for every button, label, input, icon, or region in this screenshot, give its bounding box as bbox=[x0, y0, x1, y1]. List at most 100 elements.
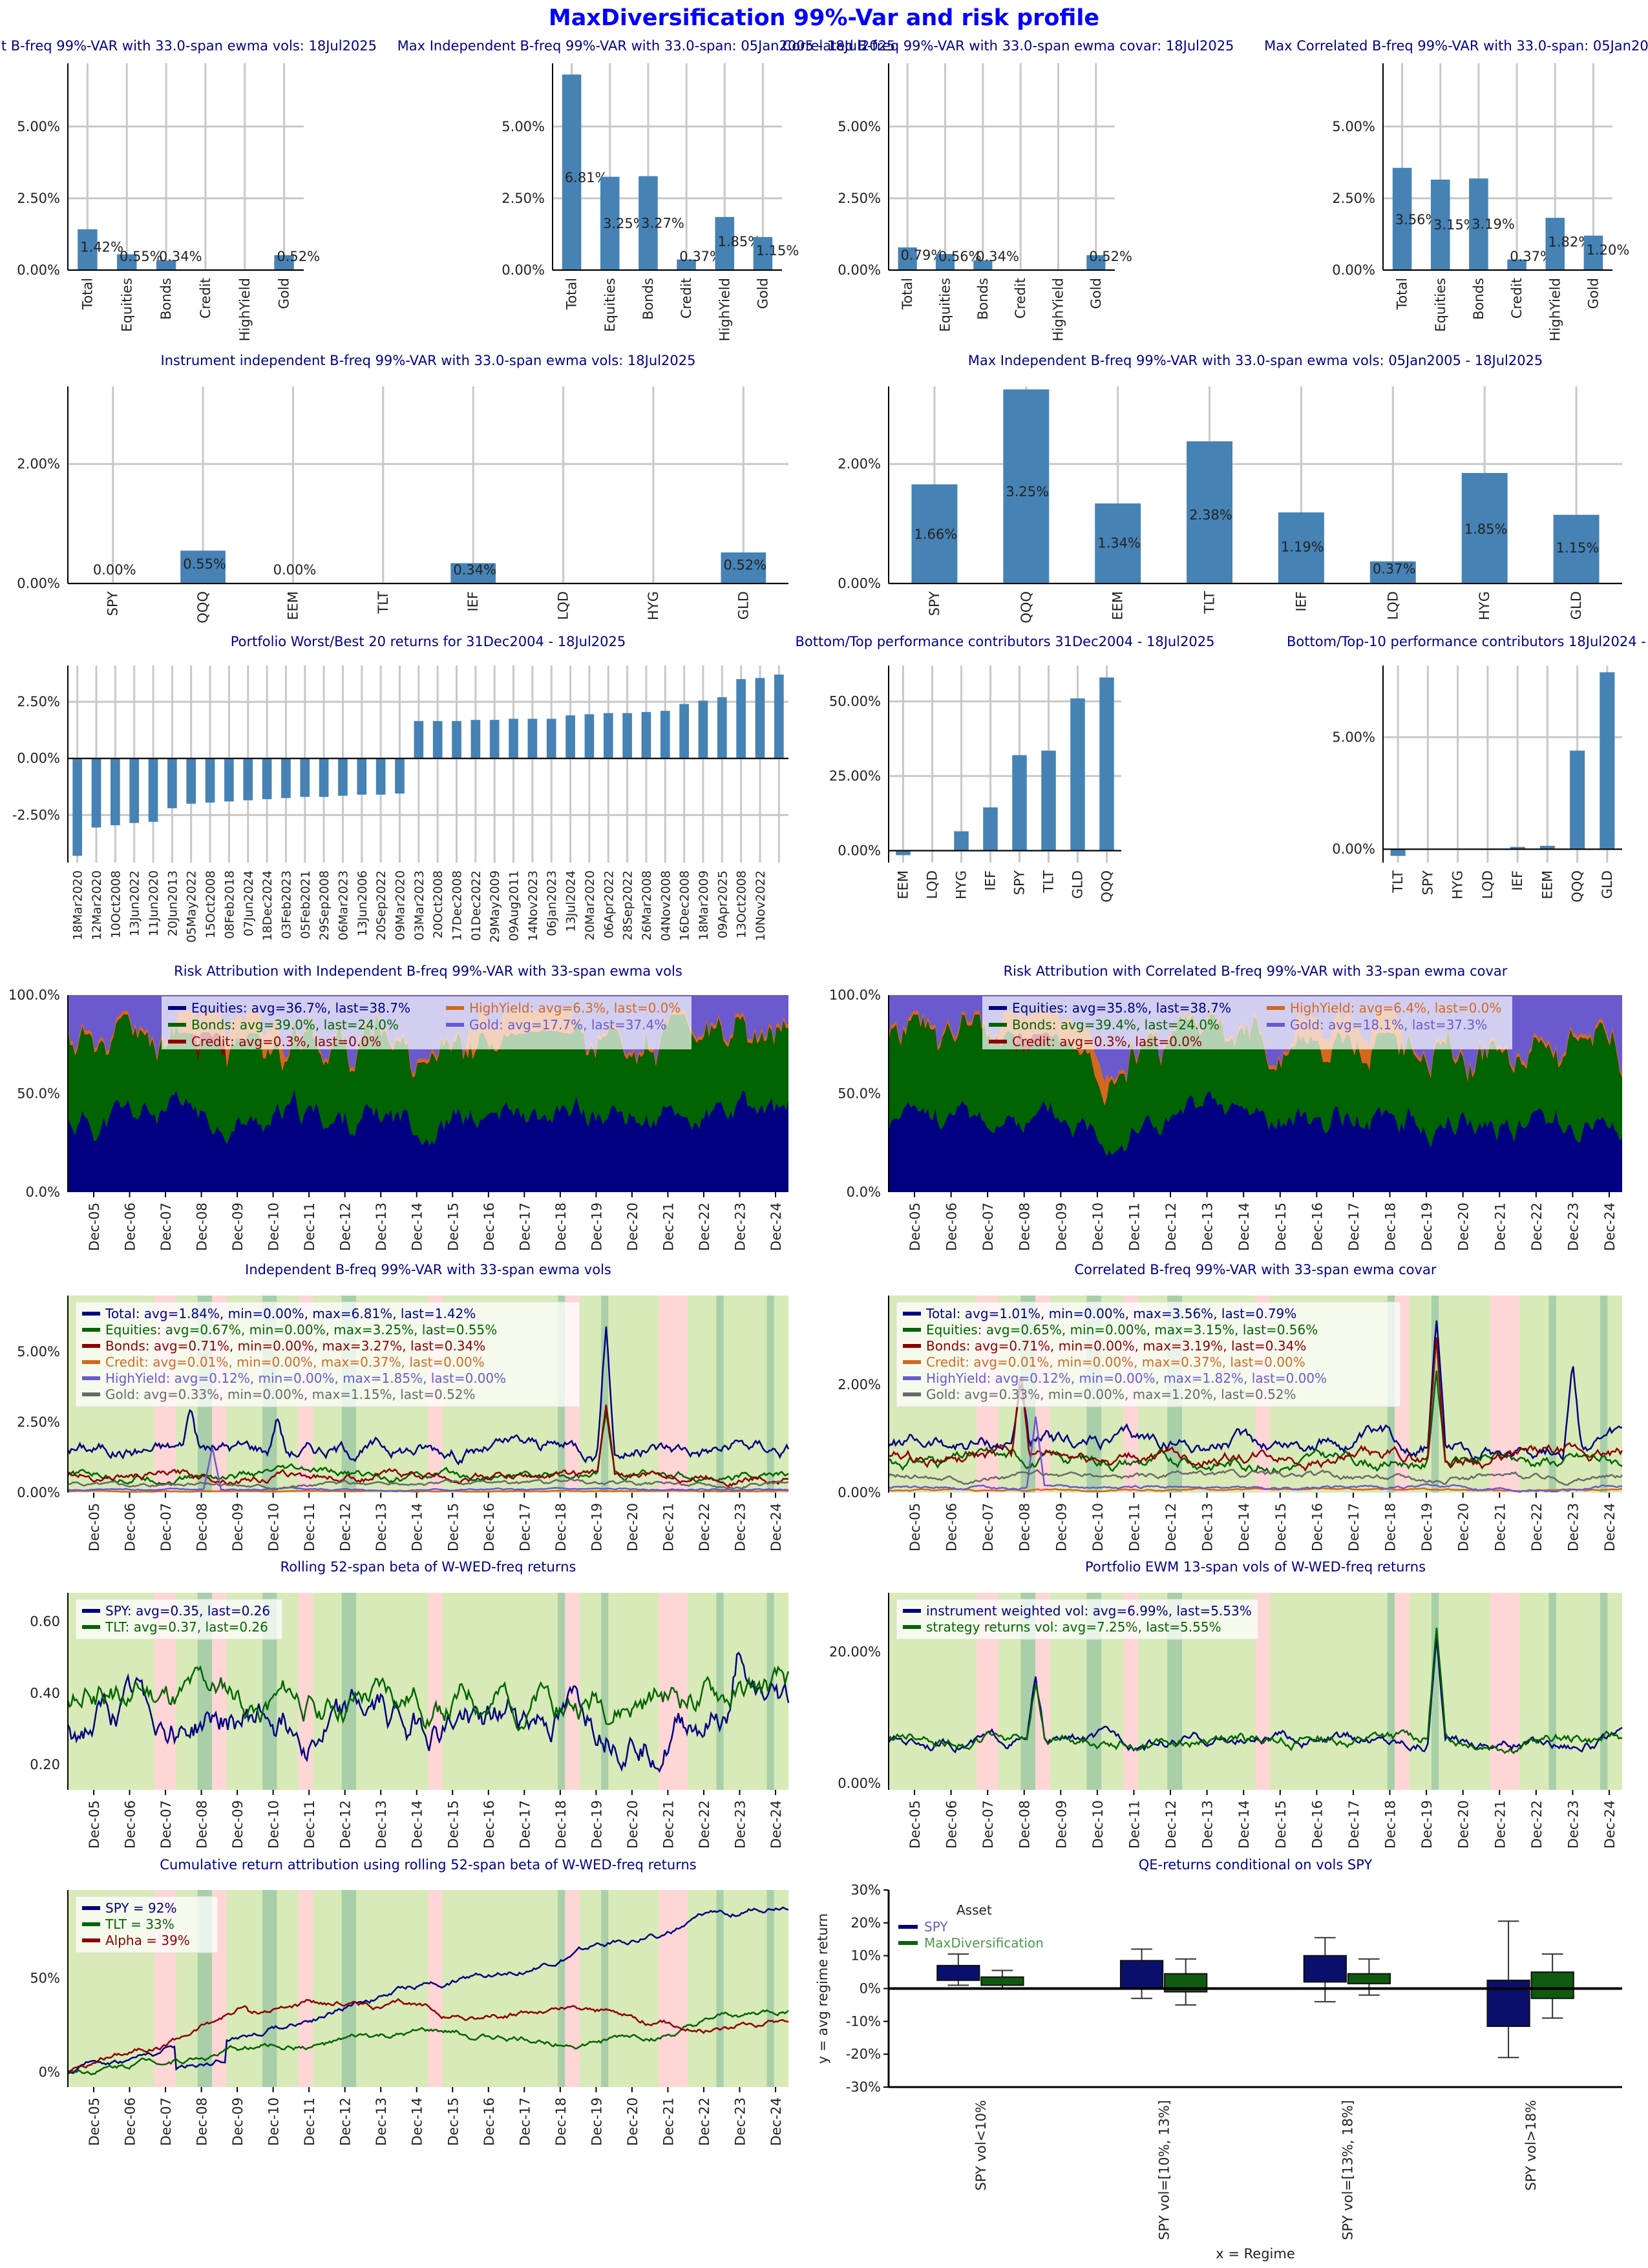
bar bbox=[1570, 750, 1585, 850]
y-tick-label: 0.00% bbox=[17, 751, 60, 766]
y-tick-label: -20% bbox=[846, 2046, 881, 2062]
x-tick-label: 18Dec2024 bbox=[260, 870, 275, 941]
y-tick-label: 2.50% bbox=[17, 191, 60, 206]
x-tick-label: Dec-24 bbox=[1602, 1503, 1618, 1551]
bar bbox=[527, 719, 538, 759]
series-line bbox=[887, 1637, 1623, 1754]
area-layer bbox=[68, 1089, 788, 1192]
x-tick-label: Dec-12 bbox=[1163, 1202, 1179, 1251]
regime-band bbox=[298, 1890, 313, 2087]
bar bbox=[357, 758, 367, 795]
x-tick-label: Dec-14 bbox=[1236, 1202, 1252, 1251]
bar bbox=[1369, 561, 1416, 583]
x-tick-label: Dec-06 bbox=[944, 1800, 960, 1849]
bar bbox=[129, 758, 140, 823]
chart-title: Bottom/Top-10 performance contributors 1… bbox=[1287, 634, 1648, 649]
y-tick-label: 0% bbox=[39, 2064, 60, 2080]
x-tick-label: Dec-20 bbox=[625, 2097, 640, 2146]
x-tick-label: 20Sep2022 bbox=[374, 870, 388, 940]
x-tick-label: Dec-22 bbox=[1529, 1503, 1545, 1551]
x-tick-label: Dec-15 bbox=[445, 1800, 461, 1849]
x-tick-label: Dec-20 bbox=[1456, 1202, 1472, 1251]
bar bbox=[954, 831, 969, 851]
bar bbox=[91, 758, 101, 828]
chart-title: Independent B-freq 99%-VAR with 33-span … bbox=[245, 1262, 611, 1277]
bar bbox=[1600, 672, 1615, 850]
regime-band bbox=[341, 1593, 356, 1790]
legend-entry: SPY = 92% bbox=[105, 1900, 176, 1916]
y-tick-label: 2.50% bbox=[17, 694, 60, 709]
legend-box bbox=[896, 1599, 1259, 1640]
bar bbox=[111, 758, 120, 826]
chart-title: Max Correlated B-freq 99%-VAR with 33.0-… bbox=[1264, 38, 1648, 54]
data-label: 1.42% bbox=[80, 240, 123, 255]
x-tick-label: Dec-20 bbox=[625, 1503, 640, 1551]
legend-entry: SPY: avg=0.35, last=0.26 bbox=[105, 1603, 270, 1619]
y-tick-label: 0.00% bbox=[1332, 841, 1375, 857]
bar bbox=[224, 758, 234, 802]
x-tick-label: IEF bbox=[983, 870, 998, 891]
x-tick-label: TLT bbox=[1202, 591, 1218, 614]
x-tick-label: 04Nov2008 bbox=[659, 870, 673, 941]
series-line bbox=[67, 1489, 789, 1493]
x-tick-label: Dec-13 bbox=[1200, 1800, 1216, 1849]
bar bbox=[603, 713, 613, 759]
x-tick-label: HYG bbox=[646, 591, 661, 620]
legend-entry: Gold: avg=18.1%, last=37.3% bbox=[1290, 1017, 1487, 1033]
data-label: 1.85% bbox=[1464, 521, 1508, 537]
bar bbox=[641, 711, 651, 759]
x-tick-label: Dec-18 bbox=[553, 2097, 569, 2146]
data-label: 1.66% bbox=[914, 527, 957, 542]
x-tick-label: Dec-12 bbox=[1163, 1800, 1179, 1849]
chart-title: Correlated B-freq 99%-VAR with 33.0-span… bbox=[783, 38, 1234, 54]
bar bbox=[452, 720, 461, 759]
legend-box bbox=[162, 996, 692, 1049]
x-tick-label: Dec-11 bbox=[302, 2097, 317, 2146]
bar bbox=[509, 719, 518, 759]
bar bbox=[300, 758, 310, 797]
legend-entry: Total: avg=1.01%, min=0.00%, max=3.56%, … bbox=[925, 1306, 1296, 1321]
x-tick-label: Dec-14 bbox=[410, 1202, 425, 1251]
regime-band bbox=[601, 1593, 609, 1790]
x-tick-label: IEF bbox=[1293, 591, 1309, 612]
regime-band bbox=[558, 1890, 565, 2087]
chart-title: Portfolio Worst/Best 20 returns for 31De… bbox=[231, 634, 626, 649]
x-tick-label: 12Mar2020 bbox=[90, 870, 104, 940]
x-tick-label: Dec-24 bbox=[768, 1800, 784, 1849]
x-tick-label: 15Oct2008 bbox=[204, 870, 218, 938]
bar bbox=[281, 758, 291, 799]
x-tick-label: Dec-23 bbox=[1565, 1503, 1581, 1551]
x-tick-label: 09Aug2011 bbox=[507, 870, 522, 941]
x-tick-label: Dec-18 bbox=[1383, 1202, 1399, 1251]
x-tick-label: Dec-17 bbox=[517, 1202, 533, 1251]
x-tick-label: Dec-14 bbox=[410, 1800, 425, 1849]
regime-band bbox=[601, 1296, 609, 1493]
bar bbox=[698, 700, 708, 759]
x-tick-label: Total bbox=[79, 278, 95, 310]
regime-band bbox=[1387, 1593, 1395, 1790]
bar bbox=[1095, 503, 1141, 583]
bar bbox=[1553, 514, 1600, 583]
x-tick-label: Dec-05 bbox=[87, 1202, 102, 1251]
x-tick-label: Dec-19 bbox=[589, 1503, 604, 1551]
x-tick-label: HYG bbox=[1477, 591, 1492, 620]
y-tick-label: 2.50% bbox=[17, 1414, 60, 1430]
y-tick-label: 5.00% bbox=[17, 1344, 60, 1360]
x-tick-label: IEF bbox=[1510, 870, 1525, 891]
y-tick-label: 2.50% bbox=[838, 191, 881, 206]
x-tick-label: SPY bbox=[105, 591, 121, 616]
data-label: 1.34% bbox=[1097, 535, 1141, 551]
x-tick-label: Dec-18 bbox=[553, 1503, 569, 1551]
x-tick-label: Dec-12 bbox=[338, 1202, 354, 1251]
x-tick-label: Dec-18 bbox=[553, 1800, 569, 1849]
x-tick-label: Bonds bbox=[975, 278, 991, 320]
x-tick-label: HighYield bbox=[237, 278, 253, 341]
x-tick-label: Dec-06 bbox=[123, 1202, 138, 1251]
y-tick-label: 0.00% bbox=[1332, 262, 1375, 278]
x-tick-label: Dec-10 bbox=[1090, 1202, 1106, 1251]
x-tick-label: Dec-06 bbox=[123, 2097, 138, 2146]
x-tick-label: Dec-23 bbox=[1565, 1202, 1581, 1251]
regime-band bbox=[428, 1593, 443, 1790]
x-tick-label: 13Jul2024 bbox=[564, 870, 578, 932]
legend-entry: Equities: avg=36.7%, last=38.7% bbox=[191, 1000, 410, 1016]
